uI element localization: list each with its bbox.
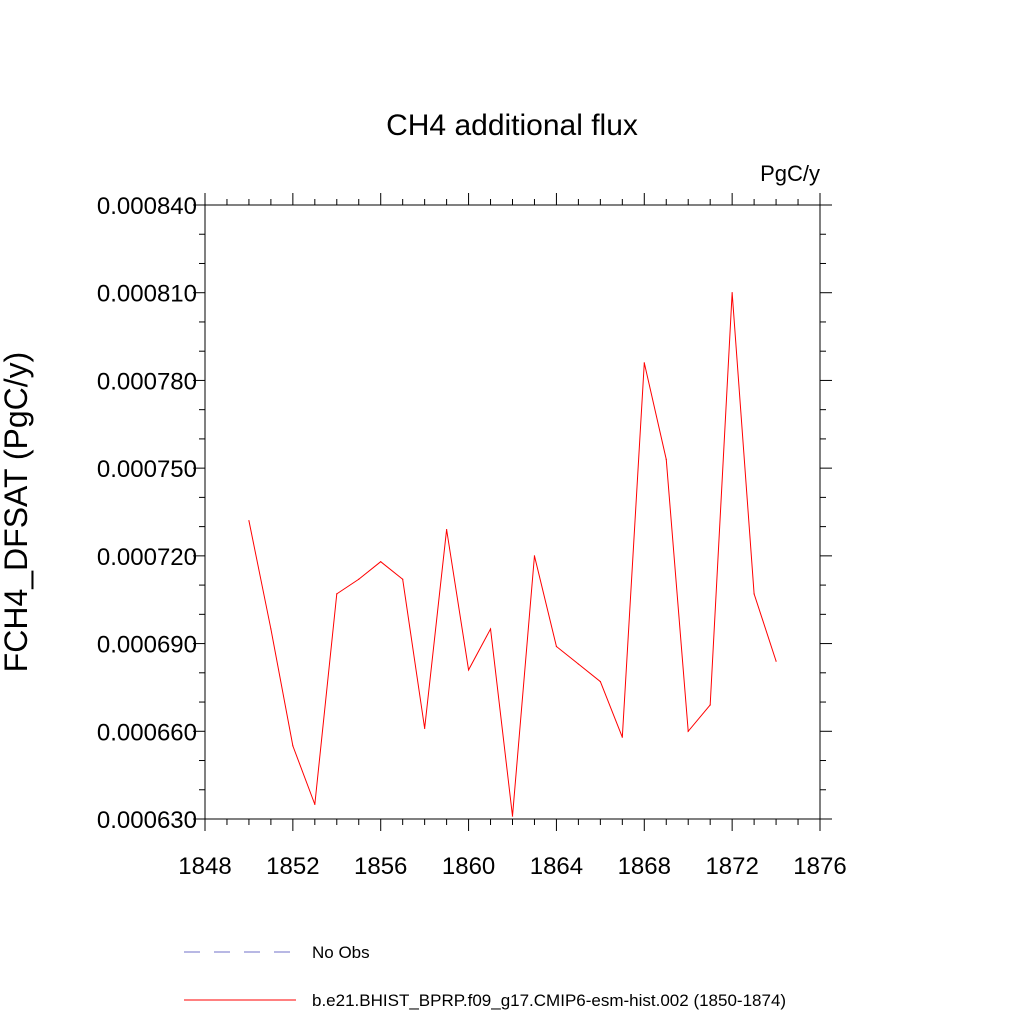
legend: No Obs b.e21.BHIST_BPRP.f09_g17.CMIP6-esm…	[184, 943, 786, 1010]
plot-frame	[204, 204, 821, 820]
series-group	[248, 292, 777, 817]
data-point	[424, 727, 426, 729]
x-tick-label: 1856	[354, 853, 407, 880]
ticks-group: 1848 1852 1856 1860 1864 1868 1872 1876 0.000630…	[97, 193, 847, 880]
y-tick-label: 0.000720	[97, 544, 197, 571]
data-point	[467, 669, 470, 671]
data-point	[555, 645, 558, 648]
data-point	[577, 663, 579, 665]
x-tick-label: 1852	[266, 853, 319, 880]
y-axis-label: FCH4_DFSAT (PgC/y)	[0, 352, 34, 673]
chart-title: CH4 additional flux	[386, 109, 638, 142]
data-point	[358, 578, 360, 580]
data-point	[533, 555, 536, 557]
x-tick-label: 1848	[178, 853, 231, 880]
data-point	[336, 593, 338, 595]
x-tick-label: 1868	[618, 853, 671, 880]
y-tick-label: 0.000630	[97, 807, 197, 834]
x-tick-label: 1876	[793, 853, 846, 880]
data-point	[775, 660, 777, 662]
data-point	[731, 292, 733, 294]
data-point	[380, 561, 382, 563]
data-point	[753, 593, 755, 595]
y-tick-label: 0.000780	[97, 368, 197, 395]
y-tick-label: 0.000690	[97, 632, 197, 659]
data-point	[709, 704, 711, 706]
y-tick-label: 0.000750	[97, 456, 197, 483]
data-point	[270, 628, 272, 630]
data-point	[402, 578, 404, 580]
data-point	[446, 528, 448, 531]
data-point	[643, 362, 645, 364]
series-line	[248, 292, 777, 817]
data-point	[489, 628, 492, 630]
data-point	[314, 803, 316, 805]
legend-label: b.e21.BHIST_BPRP.f09_g17.CMIP6-esm-hist.…	[312, 991, 786, 1010]
y-tick-label: 0.000810	[97, 281, 197, 308]
legend-label: No Obs	[312, 943, 370, 962]
data-point	[248, 520, 250, 522]
x-tick-label: 1872	[705, 853, 758, 880]
data-point	[687, 730, 689, 732]
data-point	[621, 736, 623, 738]
data-point	[292, 745, 294, 747]
data-point	[665, 458, 667, 460]
data-point	[511, 815, 514, 817]
units-label: PgC/y	[760, 161, 820, 186]
x-tick-label: 1864	[530, 853, 583, 880]
y-tick-label: 0.000660	[97, 719, 197, 746]
x-tick-label: 1860	[442, 853, 495, 880]
data-point	[599, 680, 601, 683]
y-tick-label: 0.000840	[97, 193, 197, 220]
